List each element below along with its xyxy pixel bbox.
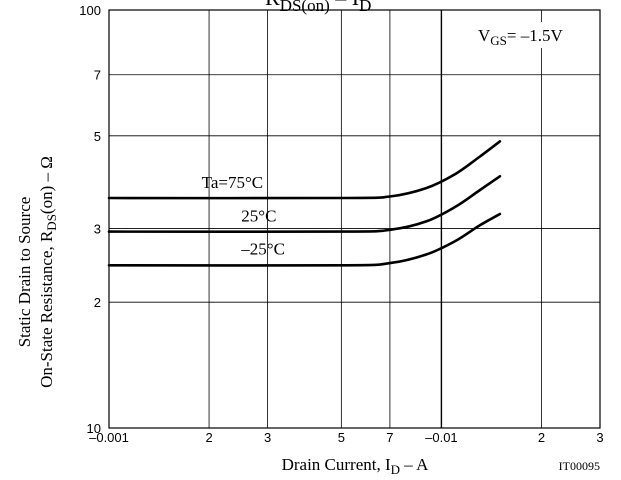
series-labels: Ta=75°C 25°C –25°C — [202, 173, 285, 258]
x-tick-labels: –0.001 2 3 5 7 –0.01 2 3 — [89, 430, 604, 445]
series-label-2: –25°C — [240, 240, 285, 259]
grid — [108, 9, 601, 429]
y-tick-label-2: 5 — [94, 129, 101, 144]
y-label-post: (on) – Ω — [37, 156, 56, 214]
y-tick-label-4: 2 — [94, 295, 101, 310]
title-sub: DS(on) — [280, 0, 330, 15]
condition-sub: GS — [490, 33, 507, 48]
y-label-pre: On-State Resistance, R — [37, 230, 56, 388]
series-line-2 — [107, 212, 502, 267]
y-tick-labels: 100 7 5 3 2 10 — [79, 3, 101, 436]
x-label-pre: Drain Current, I — [282, 455, 391, 474]
x-tick-label-1: 2 — [205, 430, 212, 445]
condition-pre: V — [478, 26, 491, 45]
title-sub2: D — [359, 0, 371, 15]
y-tick-label-3: 3 — [94, 222, 101, 237]
condition-box — [472, 22, 598, 48]
condition-label: VGS= –1.5V — [478, 26, 563, 48]
title-sep: – — [330, 0, 352, 10]
y-label-line1: Static Drain to Source — [15, 197, 34, 348]
x-label-post: – A — [400, 455, 429, 474]
y-label-line2: On-State Resistance, RDS(on) – Ω — [37, 156, 59, 388]
series-label-1: 25°C — [241, 206, 276, 225]
x-tick-label-3: 5 — [338, 430, 345, 445]
x-label-sub: D — [391, 462, 400, 477]
plot-frame — [108, 9, 601, 429]
series-line-0 — [107, 140, 502, 200]
series-lines — [107, 140, 502, 267]
chart-title: RDS(on) – ID — [265, 0, 371, 15]
x-tick-label-6: 2 — [538, 430, 545, 445]
x-axis-label: Drain Current, ID – A — [282, 455, 430, 477]
x-tick-label-5: –0.01 — [425, 430, 458, 445]
y-label-sub: DS — [44, 214, 59, 231]
y-tick-label-0: 100 — [79, 3, 101, 18]
y-tick-label-1: 7 — [94, 68, 101, 83]
title-main2: I — [352, 0, 359, 10]
series-line-1 — [107, 175, 502, 234]
series-label-0: Ta=75°C — [202, 173, 263, 192]
x-tick-label-0: –0.001 — [89, 430, 129, 445]
y-tick-label-5: 10 — [87, 421, 101, 436]
title-main: R — [265, 0, 280, 10]
x-tick-label-2: 3 — [264, 430, 271, 445]
condition-post: = –1.5V — [507, 26, 564, 45]
y-axis-label: Static Drain to Source On-State Resistan… — [15, 156, 59, 388]
x-tick-label-7: 3 — [596, 430, 603, 445]
x-tick-label-4: 7 — [386, 430, 393, 445]
figure-code: IT00095 — [559, 459, 600, 473]
